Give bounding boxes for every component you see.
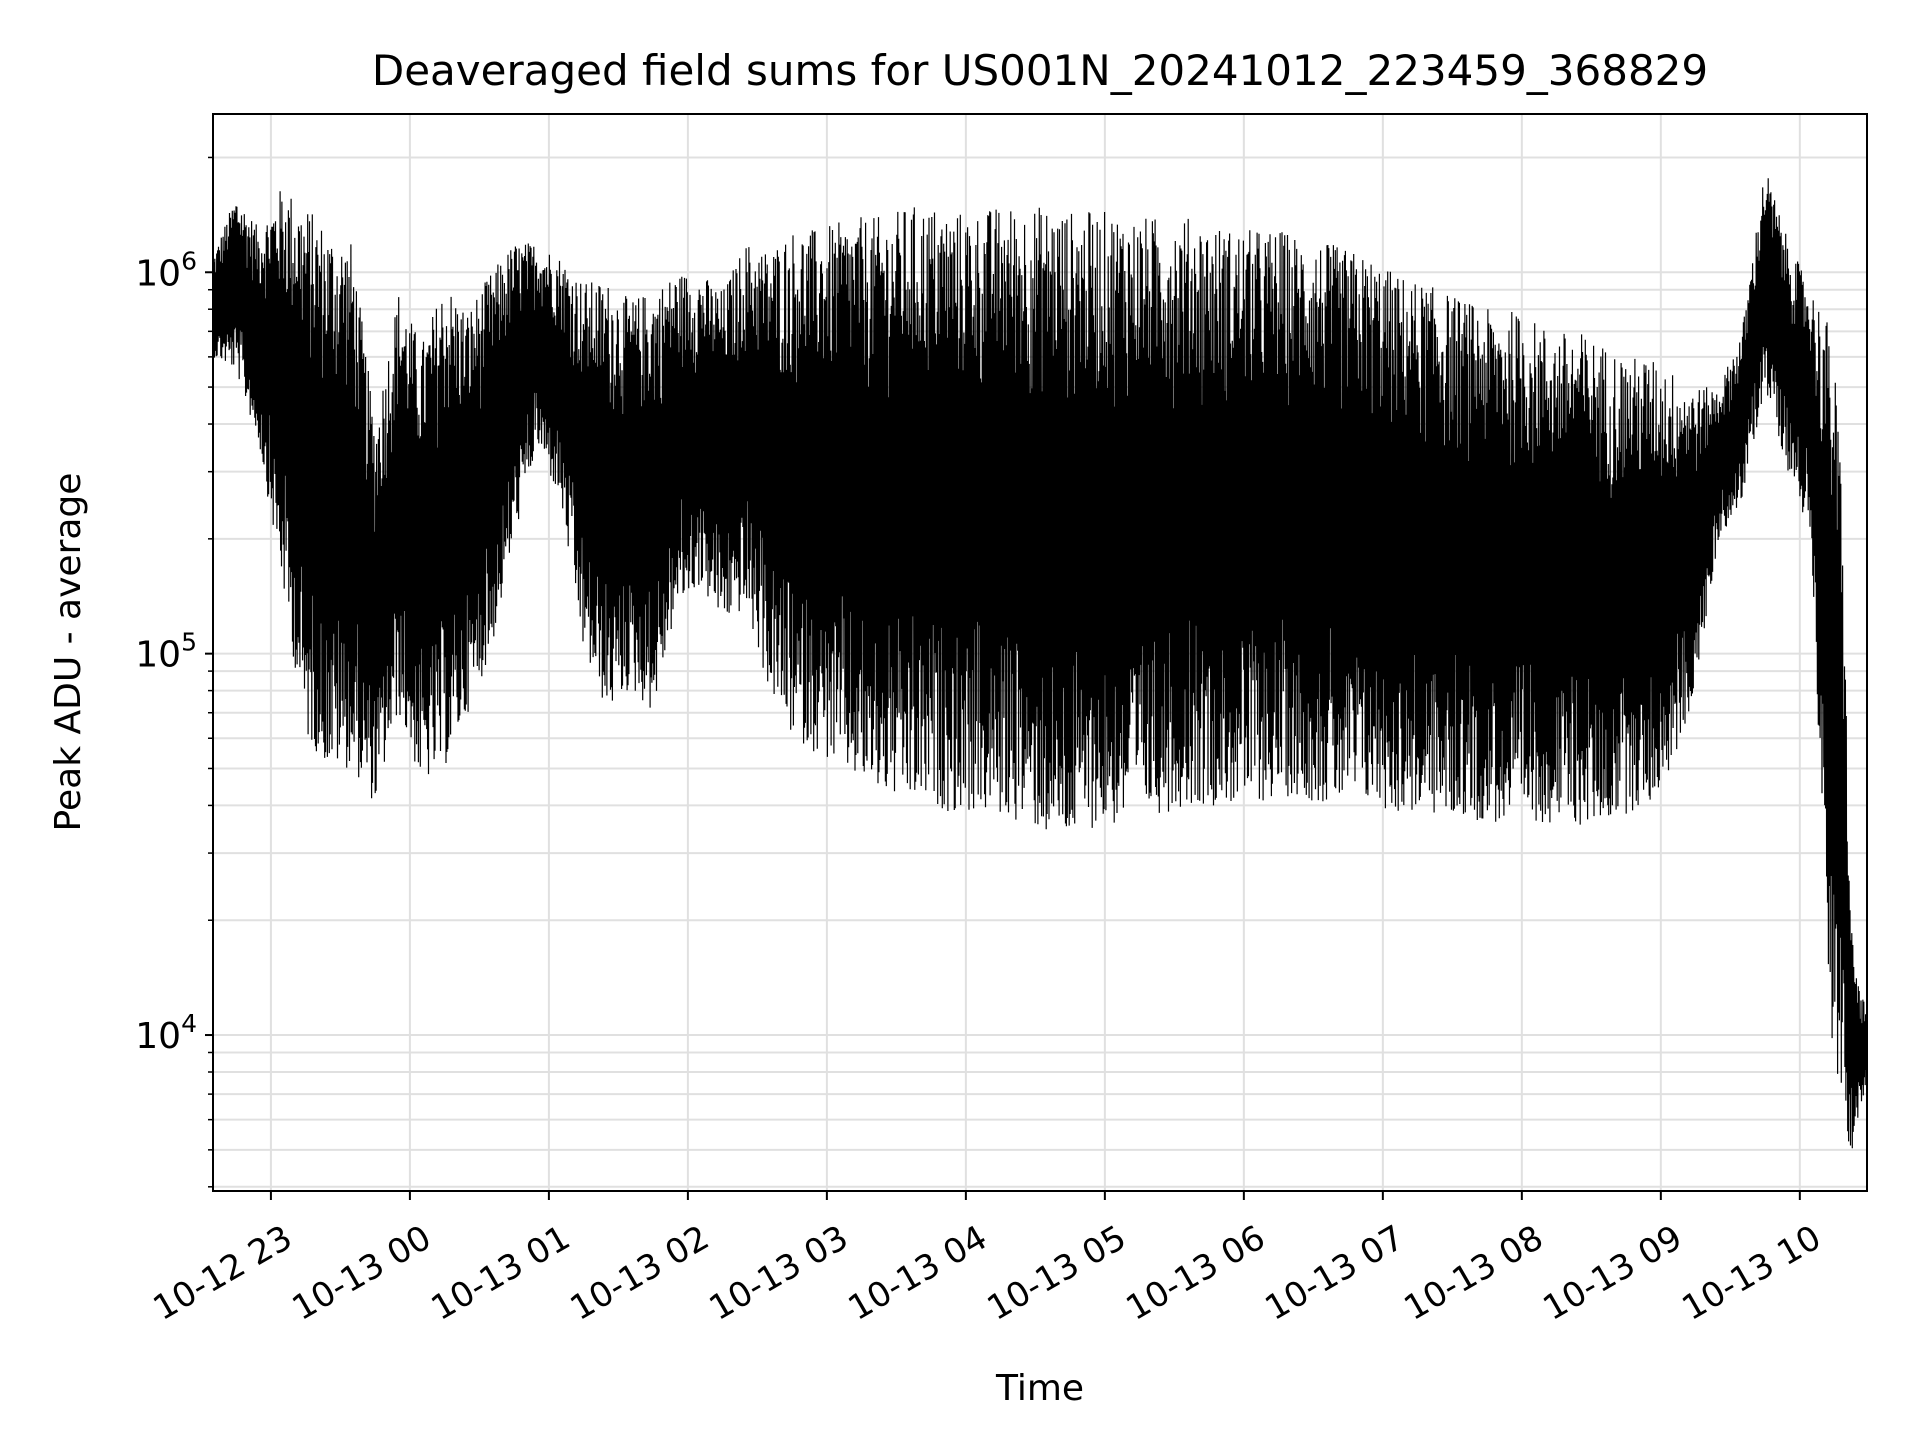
y-axis-label: Peak ADU - average	[48, 473, 89, 832]
plot-frame	[212, 113, 1868, 1192]
y-tick-label: 106	[135, 246, 197, 294]
series-trace	[212, 178, 1868, 1149]
y-tick-label: 104	[135, 1009, 197, 1057]
chart-title: Deaveraged field sums for US001N_2024101…	[372, 46, 1708, 95]
y-tick-label: 105	[135, 628, 197, 676]
data-layer	[212, 178, 1868, 1149]
x-axis-label: Time	[995, 1368, 1084, 1409]
y-axis: 104 105 106	[135, 156, 213, 1188]
